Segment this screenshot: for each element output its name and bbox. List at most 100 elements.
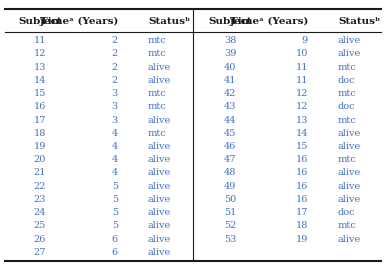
Text: 23: 23: [34, 195, 46, 204]
Text: 4: 4: [112, 129, 118, 138]
Text: Timeᵃ (Years): Timeᵃ (Years): [230, 16, 308, 26]
Text: 2: 2: [112, 76, 118, 85]
Text: alive: alive: [338, 49, 361, 58]
Text: 25: 25: [34, 221, 46, 231]
Text: 4: 4: [112, 155, 118, 164]
Text: mtc: mtc: [148, 49, 167, 58]
Text: alive: alive: [338, 168, 361, 178]
Text: mtc: mtc: [148, 102, 167, 111]
Text: 3: 3: [112, 115, 118, 125]
Text: 5: 5: [112, 221, 118, 231]
Text: 9: 9: [302, 36, 308, 45]
Text: 3: 3: [112, 89, 118, 98]
Text: alive: alive: [148, 63, 171, 72]
Text: mtc: mtc: [338, 221, 357, 231]
Text: 53: 53: [224, 235, 236, 244]
Text: 12: 12: [34, 49, 46, 58]
Text: alive: alive: [148, 142, 171, 151]
Text: 27: 27: [34, 248, 46, 257]
Text: alive: alive: [148, 221, 171, 231]
Text: alive: alive: [338, 36, 361, 45]
Text: 42: 42: [224, 89, 236, 98]
Text: 11: 11: [296, 76, 308, 85]
Text: doc: doc: [338, 102, 356, 111]
Text: Timeᵃ (Years): Timeᵃ (Years): [40, 16, 118, 26]
Text: 2: 2: [112, 36, 118, 45]
Text: 11: 11: [296, 63, 308, 72]
Text: 18: 18: [34, 129, 46, 138]
Text: 26: 26: [34, 235, 46, 244]
Text: 2: 2: [112, 49, 118, 58]
Text: alive: alive: [148, 235, 171, 244]
Text: doc: doc: [338, 208, 356, 217]
Text: alive: alive: [148, 208, 171, 217]
Text: 15: 15: [34, 89, 46, 98]
Text: 52: 52: [224, 221, 236, 231]
Text: alive: alive: [148, 76, 171, 85]
Text: 16: 16: [296, 168, 308, 178]
Text: alive: alive: [148, 195, 171, 204]
Text: alive: alive: [338, 195, 361, 204]
Text: 16: 16: [296, 155, 308, 164]
Text: mtc: mtc: [148, 89, 167, 98]
Text: 13: 13: [296, 115, 308, 125]
Text: 14: 14: [34, 76, 46, 85]
Text: 43: 43: [224, 102, 236, 111]
Text: 50: 50: [224, 195, 236, 204]
Text: 4: 4: [112, 142, 118, 151]
Text: alive: alive: [148, 115, 171, 125]
Text: 18: 18: [296, 221, 308, 231]
Text: 45: 45: [224, 129, 236, 138]
Text: 24: 24: [34, 208, 46, 217]
Text: 16: 16: [296, 195, 308, 204]
Text: mtc: mtc: [338, 63, 357, 72]
Text: Subject: Subject: [208, 16, 252, 26]
Text: alive: alive: [338, 129, 361, 138]
Text: Subject: Subject: [18, 16, 62, 26]
Text: mtc: mtc: [338, 155, 357, 164]
Text: 17: 17: [34, 115, 46, 125]
Text: 49: 49: [224, 182, 236, 191]
Text: 40: 40: [224, 63, 236, 72]
Text: 19: 19: [34, 142, 46, 151]
Text: 17: 17: [296, 208, 308, 217]
Text: 51: 51: [224, 208, 236, 217]
Text: 12: 12: [296, 89, 308, 98]
Text: 16: 16: [296, 182, 308, 191]
Text: 41: 41: [224, 76, 236, 85]
Text: alive: alive: [338, 182, 361, 191]
Text: alive: alive: [338, 235, 361, 244]
Text: 47: 47: [224, 155, 236, 164]
Text: 12: 12: [296, 102, 308, 111]
Text: mtc: mtc: [338, 89, 357, 98]
Text: 6: 6: [112, 248, 118, 257]
Text: mtc: mtc: [148, 36, 167, 45]
Text: alive: alive: [148, 155, 171, 164]
Text: alive: alive: [148, 248, 171, 257]
Text: Statusᵇ: Statusᵇ: [148, 16, 190, 26]
Text: 39: 39: [224, 49, 236, 58]
Text: 14: 14: [296, 129, 308, 138]
Text: mtc: mtc: [148, 129, 167, 138]
Text: 48: 48: [224, 168, 236, 178]
Text: mtc: mtc: [338, 115, 357, 125]
Text: 4: 4: [112, 168, 118, 178]
Text: 10: 10: [296, 49, 308, 58]
Text: 5: 5: [112, 182, 118, 191]
Text: 46: 46: [224, 142, 236, 151]
Text: 6: 6: [112, 235, 118, 244]
Text: 2: 2: [112, 63, 118, 72]
Text: Statusᵇ: Statusᵇ: [338, 16, 380, 26]
Text: alive: alive: [148, 182, 171, 191]
Text: doc: doc: [338, 76, 356, 85]
Text: 3: 3: [112, 102, 118, 111]
Text: 13: 13: [34, 63, 46, 72]
Text: 16: 16: [34, 102, 46, 111]
Text: 21: 21: [34, 168, 46, 178]
Text: 22: 22: [34, 182, 46, 191]
Text: 44: 44: [224, 115, 236, 125]
Text: 11: 11: [34, 36, 46, 45]
Text: alive: alive: [338, 142, 361, 151]
Text: 19: 19: [296, 235, 308, 244]
Text: 15: 15: [296, 142, 308, 151]
